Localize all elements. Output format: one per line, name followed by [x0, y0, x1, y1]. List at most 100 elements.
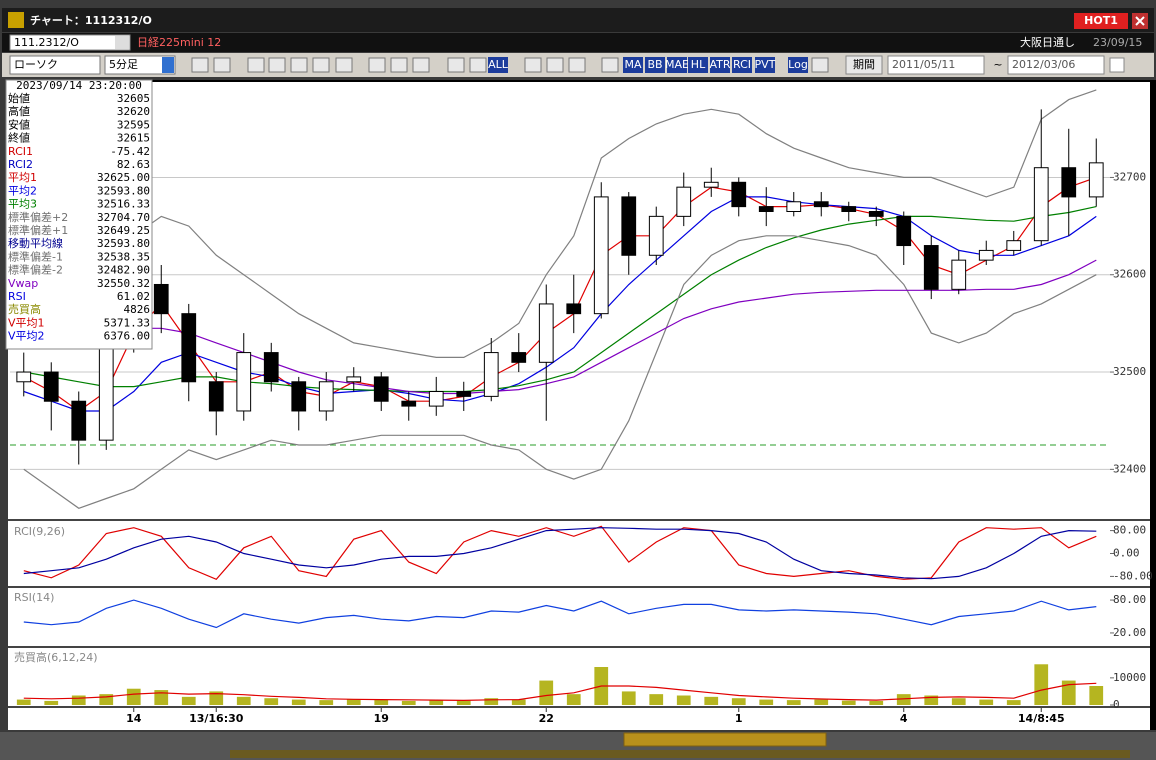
info-value: 32538.35 — [97, 250, 150, 263]
to-field[interactable] — [1007, 55, 1105, 75]
symbol-combo[interactable] — [9, 34, 131, 51]
period-button[interactable] — [845, 55, 883, 75]
info-label: 標準偏差+2 — [8, 210, 68, 224]
info-background — [5, 79, 153, 350]
volume-bar — [951, 698, 966, 705]
info-label: Vwap — [8, 277, 38, 290]
to-date: 2012/03/06 — [1012, 58, 1075, 71]
toolbar-button[interactable] — [710, 57, 730, 73]
from-field[interactable] — [887, 55, 985, 75]
candle-body — [1061, 167, 1077, 198]
toolbar-icon[interactable] — [601, 57, 619, 73]
y-tick-label: 80.00 — [1113, 593, 1146, 606]
series-line — [23, 206, 1097, 393]
candle-body — [951, 259, 967, 290]
hot-button[interactable] — [1074, 13, 1128, 29]
toolbar-icon[interactable] — [546, 57, 564, 73]
candle-body — [868, 210, 884, 217]
plot-background — [8, 82, 1110, 708]
toolbar-button[interactable] — [488, 57, 508, 73]
symbol: 111.2312/O — [14, 36, 79, 49]
interval-combo[interactable] — [104, 55, 176, 75]
info-label: V平均2 — [8, 330, 45, 343]
volume-bar — [236, 696, 251, 705]
candle-body — [758, 206, 774, 212]
toolbar-button-label: RCI — [733, 58, 751, 71]
combo-arrow[interactable] — [115, 36, 129, 49]
app-icon — [8, 12, 24, 28]
toolbar-icon[interactable] — [247, 57, 265, 73]
toolbar-button[interactable] — [623, 57, 643, 73]
volume-bar — [1061, 680, 1076, 705]
info-label: 移動平均線 — [8, 236, 63, 250]
volume-bar — [484, 698, 499, 705]
from-date: 2011/05/11 — [892, 58, 955, 71]
y-tick-label: 10000 — [1113, 671, 1146, 684]
toolbar-icon[interactable] — [368, 57, 386, 73]
toolbar-icon[interactable] — [312, 57, 330, 73]
series-line — [23, 259, 1097, 395]
volume-bar — [1034, 664, 1049, 705]
toolbar-icon[interactable] — [390, 57, 408, 73]
scrollbar-thumb[interactable] — [623, 732, 827, 747]
info-value: 32615 — [117, 132, 150, 145]
candle-body — [841, 206, 857, 212]
candle-body — [208, 381, 224, 412]
toolbar-button[interactable] — [667, 57, 687, 73]
candle-body — [346, 376, 362, 383]
toolbar-icon[interactable] — [268, 57, 286, 73]
toolbar-icon[interactable] — [290, 57, 308, 73]
overview-strip — [230, 750, 1130, 758]
chart-kind: ローソク — [14, 58, 58, 71]
toolbar-button[interactable] — [688, 57, 708, 73]
toolbar-icon[interactable] — [568, 57, 586, 73]
candle-body — [71, 400, 87, 441]
combo-arrow[interactable] — [162, 57, 174, 73]
candle-body — [731, 181, 747, 208]
candle-body — [236, 352, 252, 412]
y-tick-label: 32600 — [1113, 268, 1146, 281]
toolbar-icon[interactable] — [335, 57, 353, 73]
series-line — [23, 235, 1097, 509]
toolbar-button[interactable] — [788, 57, 808, 73]
volume-bar — [869, 700, 884, 705]
toolbar-icon[interactable] — [191, 57, 209, 73]
toolbar-button[interactable] — [732, 57, 752, 73]
toolbar-button[interactable] — [645, 57, 665, 73]
candle-body — [43, 371, 59, 402]
series-line — [23, 599, 1097, 629]
volume-bar — [346, 699, 361, 705]
title-bar — [2, 8, 1154, 32]
volume-bar — [429, 700, 444, 705]
checkbox[interactable] — [1109, 57, 1125, 73]
info-value: 32620 — [117, 105, 150, 118]
candle-body — [16, 371, 32, 383]
date: 23/09/15 — [1093, 36, 1142, 49]
toolbar-icon[interactable] — [469, 57, 487, 73]
y-tick-label: 32400 — [1113, 462, 1146, 475]
toolbar-icon[interactable] — [447, 57, 465, 73]
toolbar-icon[interactable] — [412, 57, 430, 73]
volume-bar — [814, 699, 829, 705]
volume-bar — [99, 694, 114, 705]
x-tick-label: 4 — [900, 712, 908, 725]
info-label: 平均3 — [8, 198, 37, 211]
chart-kind-combo[interactable] — [9, 55, 101, 75]
candle-body — [621, 196, 637, 256]
y-tick-label: 0.00 — [1113, 547, 1140, 560]
volume-bar — [539, 680, 554, 705]
toolbar-button[interactable] — [755, 57, 775, 73]
candle-body — [1088, 162, 1104, 198]
volume-bar — [291, 699, 306, 705]
volume-bar — [511, 699, 526, 705]
volume-bar — [181, 696, 196, 705]
toolbar-icon[interactable] — [524, 57, 542, 73]
axis-background — [1110, 82, 1150, 708]
toolbar-icon[interactable] — [213, 57, 231, 73]
candle-body — [978, 249, 994, 261]
info-label: 標準偏差+1 — [8, 223, 68, 237]
toolbar-icon[interactable] — [811, 57, 829, 73]
info-label: RSI — [8, 290, 26, 303]
volume-bar — [676, 695, 691, 705]
